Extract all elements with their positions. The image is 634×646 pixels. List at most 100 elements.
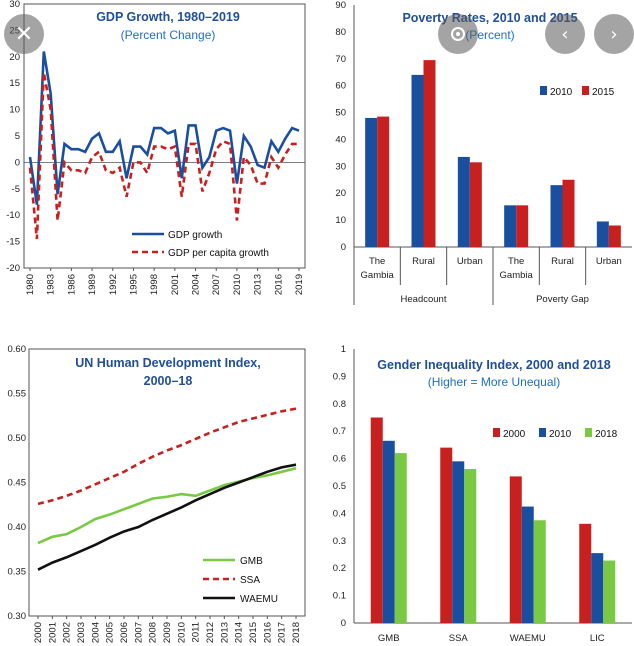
chart2-bar [504,205,517,247]
chart2-legend-label: 2010 [550,87,573,98]
chart1-xtick-label: 1980 [25,274,36,295]
chart4-ytick-label: 1 [341,344,346,355]
chart4-legend-swatch [585,428,592,437]
chart1-xtick-label: 2001 [170,274,181,295]
chart2-bar [457,156,470,247]
chart1-ytick-label: -15 [6,237,20,248]
chart1-ytick-label: -10 [6,210,20,221]
chart2-group-label: Poverty Gap [536,294,589,305]
chart3-xtick-label: 2017 [277,622,288,643]
chart4-bar [382,440,395,623]
chart3-xtick-label: 2006 [119,622,130,643]
chart4-bar [394,453,407,623]
chart4-bar [521,506,534,623]
chart4-ytick-label: 0.4 [333,508,346,519]
next-button[interactable]: › [594,14,634,54]
chart3-ytick-label: 0.55 [8,389,27,400]
chart4-bar [440,447,453,623]
chart3-xtick-label: 2004 [90,622,101,643]
chart3-xtick-label: 2002 [62,622,73,643]
chart3-xtick-label: 2011 [191,622,202,642]
chart4-legend-swatch [493,428,500,437]
chart4-category-label: WAEMU [510,633,546,644]
chart4-legend-swatch [539,428,546,437]
chart3-series-line-1 [37,407,297,506]
chart4-category-label: GMB [378,633,400,644]
chart4-category-label: LIC [590,633,605,644]
chart2-bar [377,116,390,247]
chart2-category-label: The [508,256,524,267]
chart1-ytick-label: 10 [9,105,20,116]
chart4-bar [603,560,616,623]
chart1-legend-label: GDP growth [168,230,222,241]
chart2-ytick-label: 10 [335,215,346,226]
chart1-ytick-label: 5 [15,131,20,142]
chevron-left-icon: ‹ [561,23,569,45]
chart3-xtick-label: 2001 [47,622,58,643]
chevron-right-icon: › [610,23,618,45]
chart1-ytick-label: 0 [15,157,20,168]
close-button[interactable]: ✕ [4,14,44,54]
chart2-bar [411,74,424,248]
lens-button[interactable] [438,14,478,54]
chart4-bar [452,461,465,623]
chart2-bar [365,117,378,247]
chart3-series-line-0 [37,466,297,545]
chart3-ytick-label: 0.50 [8,433,27,444]
chart2-group-label: Headcount [401,294,447,305]
chart4-legend-label: 2010 [549,429,572,440]
chart3-legend-label: SSA [240,575,260,586]
chart1-subtitle: (Percent Change) [121,28,216,42]
chart2-bar [469,162,482,247]
chart2-category-label: Gambia [361,270,395,281]
chart3-xtick-label: 2013 [219,622,230,643]
chart2-ytick-label: 80 [335,27,346,38]
chart4-subtitle: (Higher = More Unequal) [428,375,560,389]
chart2-legend-label: 2015 [592,87,615,98]
chart1-legend-label: GDP per capita growth [168,248,269,259]
chart1-series-line-1 [28,72,299,240]
chart3-xtick-label: 2014 [234,622,245,643]
chart1-xtick-label: 2013 [253,274,264,295]
chart4-ytick-label: 0 [341,618,346,629]
chart4-ytick-label: 0.6 [333,454,346,465]
chart3-ytick-label: 0.60 [8,344,27,355]
chart2-ytick-label: 40 [335,134,346,145]
chart1-xtick-label: 1983 [46,274,57,295]
chart4-ytick-label: 0.9 [333,371,346,382]
chart4-bar [579,523,592,623]
chart4-legend-label: 2018 [595,429,618,440]
chart2-legend-swatch [540,86,547,95]
chart3-ytick-label: 0.30 [8,611,27,622]
chart2-ytick-label: 20 [335,188,346,199]
chart2-category-label: Gambia [500,270,534,281]
chart1-xtick-label: 2016 [273,274,284,295]
chart2-ytick-label: 30 [335,161,346,172]
chart3-xtick-label: 2005 [105,622,116,643]
chart2-bar [423,60,436,247]
chart2-bar [550,185,563,247]
chart3-title: UN Human Development Index, [75,356,260,370]
chart3-xtick-label: 2010 [176,622,187,643]
chart2-bar [516,205,529,247]
chart3-xtick-label: 2008 [148,622,159,643]
chart2-category-label: Urban [596,256,622,267]
chart1-xtick-label: 1992 [108,274,119,295]
prev-button[interactable]: ‹ [545,14,585,54]
chart4-ytick-label: 0.8 [333,399,346,410]
chart1-xtick-label: 1989 [87,274,98,295]
chart1-xtick-label: 1998 [149,274,160,295]
chart2-ytick-label: 70 [335,54,346,65]
chart1-ytick-label: 20 [9,52,20,63]
chart1-title: GDP Growth, 1980–2019 [96,10,240,24]
chart4-ytick-label: 0.5 [333,481,346,492]
chart2-ytick-label: 50 [335,108,346,119]
chart4-ytick-label: 0.1 [333,591,346,602]
chart4-legend-label: 2000 [503,429,526,440]
chart2-bar [608,225,621,247]
chart3-title-line2: 2000–18 [144,374,193,388]
chart2-legend-swatch [582,86,589,95]
chart3-xtick-label: 2009 [162,622,173,643]
chart3-series-line-2 [37,463,297,571]
